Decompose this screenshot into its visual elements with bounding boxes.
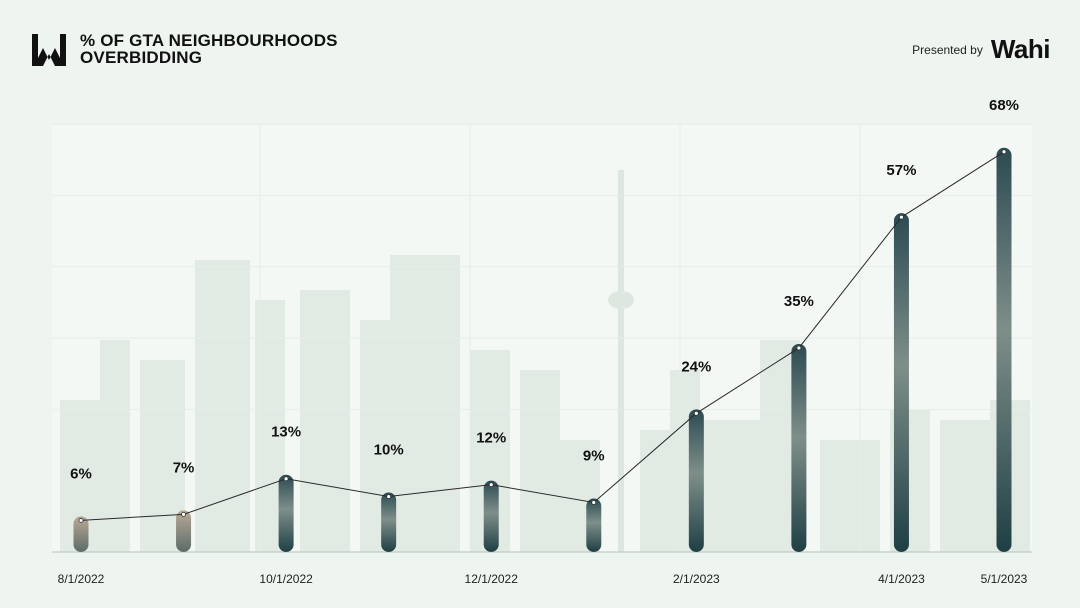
title-line-2: OVERBIDDING <box>80 48 203 67</box>
x-tick-12/1/2022: 12/1/2022 <box>465 572 519 586</box>
x-tick-10/1/2022: 10/1/2022 <box>259 572 313 586</box>
title-line-1: % OF GTA NEIGHBOURHOODS <box>80 31 338 50</box>
gridlines <box>52 123 1032 553</box>
brand-wordmark: Wahi <box>990 34 1051 64</box>
line-point-5/1/2023 <box>1001 149 1007 155</box>
data-label-1/1/2023: 9% <box>583 448 605 465</box>
x-tick-2/1/2023: 2/1/2023 <box>673 572 720 586</box>
line-point-2/1/2023 <box>693 410 699 416</box>
presented-by-label: Presented by <box>912 42 983 57</box>
data-label-9/1/2022: 7% <box>173 459 195 476</box>
bar-4/1/2023 <box>893 213 909 552</box>
bar-11/1/2022 <box>381 492 397 552</box>
trend-line <box>78 149 1007 523</box>
x-axis-ticks: 8/1/2022 10/1/2022 12/1/2022 2/1/2023 4/1/20… <box>58 572 1028 586</box>
data-label-2/1/2023: 24% <box>681 358 711 375</box>
data-label-5/1/2023: 68% <box>989 97 1019 114</box>
line-point-11/1/2022 <box>386 494 392 499</box>
bar-12/1/2022 <box>483 480 499 552</box>
trend-line-path <box>80 151 1005 521</box>
data-labels: 6% 7% 13% 10% 12% 9% 24% 35% 57% 68% <box>70 97 1019 483</box>
x-tick-5/1/2023: 5/1/2023 <box>981 572 1028 586</box>
line-point-9/1/2022 <box>181 511 186 517</box>
bar-8/1/2022 <box>73 516 89 552</box>
chart-title: % OF GTA NEIGHBOURHOODS OVERBIDDING <box>80 32 338 66</box>
line-point-12/1/2022 <box>488 482 494 488</box>
wahi-logo-icon <box>32 34 66 66</box>
line-point-3/1/2023 <box>796 345 802 351</box>
bars <box>73 147 1012 552</box>
data-label-11/1/2022: 10% <box>374 442 404 459</box>
data-label-10/1/2022: 13% <box>271 424 301 441</box>
bar-3/1/2023 <box>791 343 807 552</box>
data-label-8/1/2022: 6% <box>70 465 92 482</box>
data-label-12/1/2022: 12% <box>476 430 506 447</box>
line-point-1/1/2023 <box>591 500 597 505</box>
presented-by: Presented by Wahi <box>912 34 1050 65</box>
data-label-3/1/2023: 35% <box>784 293 814 310</box>
bar-1/1/2023 <box>586 498 602 552</box>
bar-2/1/2023 <box>688 409 704 552</box>
bar-5/1/2023 <box>996 147 1012 552</box>
line-point-4/1/2023 <box>899 214 904 220</box>
bar-10/1/2022 <box>278 474 294 552</box>
bar-9/1/2022 <box>176 510 192 552</box>
line-point-10/1/2022 <box>283 476 289 482</box>
x-tick-4/1/2023: 4/1/2023 <box>878 572 925 586</box>
data-label-4/1/2023: 57% <box>886 162 916 179</box>
x-tick-8/1/2022: 8/1/2022 <box>58 572 105 586</box>
line-point-8/1/2022 <box>78 517 84 523</box>
